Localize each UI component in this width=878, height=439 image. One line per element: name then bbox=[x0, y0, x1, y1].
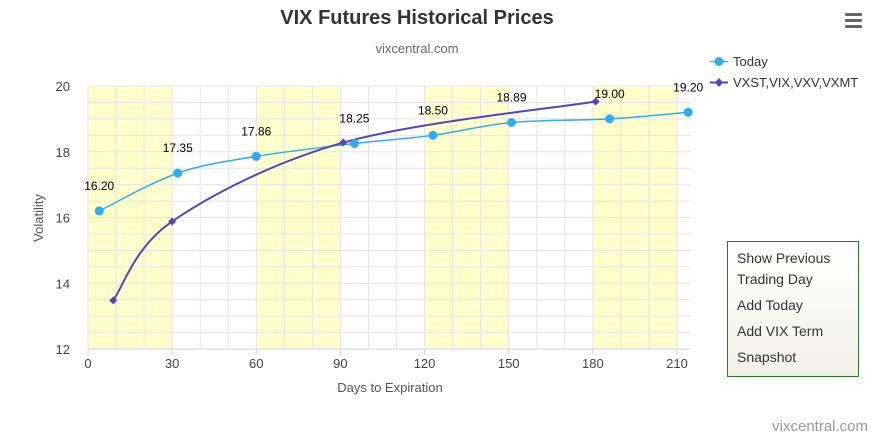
data-point-today bbox=[173, 168, 183, 178]
y-tick-label: 18 bbox=[56, 145, 70, 160]
x-tick-label: 60 bbox=[249, 356, 263, 371]
data-point-today bbox=[94, 206, 104, 216]
chart-subtitle: vixcentral.com bbox=[375, 41, 459, 56]
x-tick-label: 210 bbox=[666, 356, 688, 371]
data-point-vix-indices bbox=[591, 97, 600, 106]
legend-diamond-icon bbox=[710, 78, 728, 87]
data-point-today bbox=[507, 117, 517, 127]
data-label: 18.25 bbox=[339, 112, 369, 126]
legend-item-vix-indices[interactable]: VXST,VIX,VXV,VXMT bbox=[709, 72, 858, 93]
data-label: 17.86 bbox=[241, 124, 271, 138]
y-tick-label: 16 bbox=[56, 211, 70, 226]
show-previous-trading-day-button[interactable]: Show Previous Trading Day bbox=[737, 250, 831, 287]
data-point-today bbox=[605, 114, 615, 124]
y-axis-title: Volatility bbox=[31, 194, 46, 242]
x-tick-label: 180 bbox=[582, 356, 604, 371]
data-point-today bbox=[683, 107, 693, 117]
data-point-today bbox=[251, 151, 261, 161]
add-today-button[interactable]: Add Today bbox=[737, 297, 803, 313]
add-vix-term-button[interactable]: Add VIX Term bbox=[737, 323, 824, 339]
chart-title: VIX Futures Historical Prices bbox=[280, 7, 554, 29]
data-point-today bbox=[349, 139, 359, 149]
data-point-vix-indices bbox=[109, 296, 118, 305]
data-label: 19.00 bbox=[595, 87, 625, 101]
x-axis-title: Days to Expiration bbox=[337, 380, 443, 395]
legend-label-today: Today bbox=[733, 54, 768, 69]
y-tick-label: 20 bbox=[56, 79, 70, 94]
snapshot-button[interactable]: Snapshot bbox=[737, 349, 797, 365]
data-label: 18.89 bbox=[496, 90, 526, 104]
x-tick-label: 0 bbox=[84, 356, 91, 371]
data-point-today bbox=[428, 130, 438, 140]
y-tick-label: 14 bbox=[56, 276, 70, 291]
chart-legend: Today VXST,VIX,VXV,VXMT bbox=[709, 51, 858, 93]
data-label: 16.20 bbox=[84, 179, 114, 193]
x-tick-label: 120 bbox=[414, 356, 436, 371]
data-label: 18.50 bbox=[418, 103, 448, 117]
y-tick-label: 12 bbox=[56, 342, 70, 357]
data-point-vix-indices bbox=[339, 138, 348, 147]
legend-label-vix-indices: VXST,VIX,VXV,VXMT bbox=[733, 75, 859, 90]
x-tick-label: 150 bbox=[498, 356, 520, 371]
series-line-vix-indices bbox=[112, 100, 596, 301]
data-label: 19.20 bbox=[673, 80, 703, 94]
data-point-vix-indices bbox=[168, 217, 177, 226]
legend-item-today[interactable]: Today bbox=[709, 51, 858, 72]
options-panel: Show Previous Trading Day Add Today Add … bbox=[727, 241, 859, 377]
hamburger-menu-icon[interactable] bbox=[840, 9, 866, 33]
x-tick-label: 30 bbox=[165, 356, 179, 371]
credit-text: vixcentral.com bbox=[772, 418, 868, 435]
legend-circle-icon bbox=[710, 57, 728, 66]
data-label: 17.35 bbox=[163, 141, 193, 155]
x-tick-label: 90 bbox=[333, 356, 347, 371]
